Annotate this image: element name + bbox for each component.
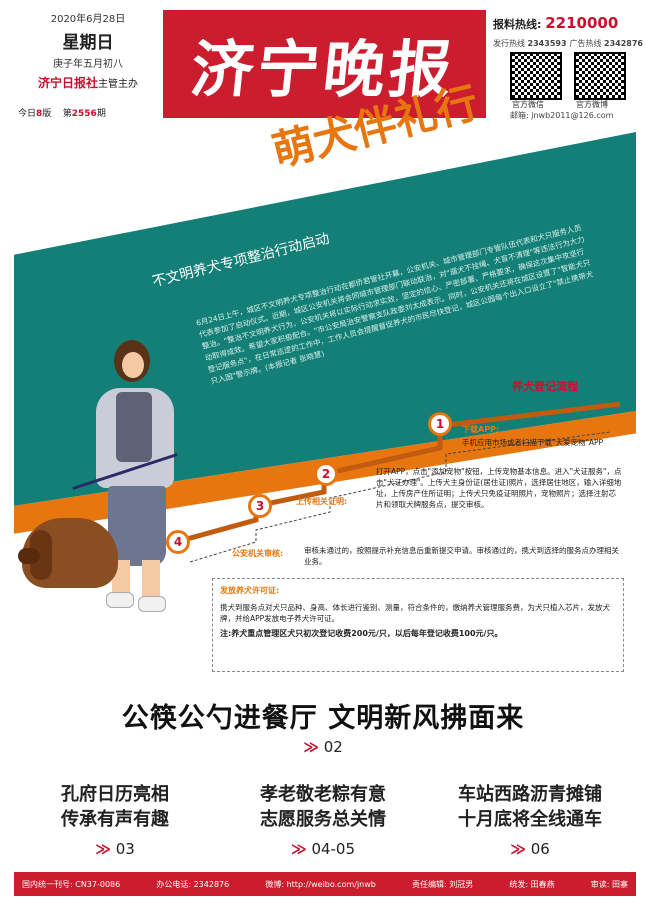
- teaser-3-page-ref[interactable]: ≫ 06: [430, 840, 630, 858]
- step-1-marker: 1: [428, 412, 452, 436]
- step-3-marker: 3: [248, 494, 272, 518]
- phone1: 发行热线 2343593: [493, 38, 567, 49]
- teaser-1-line1: 孔府日历亮相: [61, 784, 169, 805]
- double-arrow-icon: ≫: [95, 840, 111, 858]
- phone2: 广告热线 2342876: [569, 38, 643, 49]
- teaser-3-page: 06: [530, 840, 550, 858]
- edition-count: 8: [36, 109, 43, 119]
- masthead-logo: 济宁晚报: [163, 10, 486, 118]
- edition-info: 今日8版 第2556期: [18, 106, 106, 119]
- weekday: 星期日: [62, 33, 114, 53]
- shoe-left: [106, 592, 134, 608]
- teaser-2-page-ref[interactable]: ≫ 04-05: [223, 840, 423, 858]
- woman-shirt: [116, 392, 152, 462]
- publisher-role: 主管主办: [98, 79, 138, 90]
- teaser-3-line2: 十月底将全线通车: [458, 809, 602, 830]
- step-4-marker: 4: [166, 530, 190, 554]
- footer-bar: 国内统一刊号: CN37-0086 办公电话: 2342876 微博: http…: [14, 872, 636, 896]
- issue-label: 第: [62, 109, 72, 119]
- dog-ear: [30, 530, 52, 580]
- step-2-text: 打开APP，点击"添加宠物"按钮，上传宠物基本信息。进入"犬证服务"，点击"犬证…: [376, 467, 622, 509]
- teaser-1[interactable]: 孔府日历亮相 传承有声有趣: [15, 782, 215, 832]
- footer-weibo[interactable]: 微博: http://weibo.com/jnwb: [265, 879, 376, 889]
- lead-page-ref[interactable]: ≫ 02: [0, 738, 646, 756]
- permit-box: [212, 578, 624, 672]
- phone2-number: 2342876: [604, 39, 643, 48]
- step-4-text: 审核未通过的，按照提示补充信息后重新提交申请。审核通过的，携犬到选择的服务点办理…: [304, 546, 619, 566]
- footer-review: 审读: 田寨: [590, 879, 628, 889]
- process-title: 养犬登记流程: [512, 380, 578, 393]
- qr2-label: 官方微博: [576, 100, 608, 109]
- step-1-text: 手机应用市场或者扫描下载"犬爱宠物"APP: [462, 438, 604, 447]
- footer-editor: 责任编辑: 刘冠男: [412, 879, 474, 889]
- permit-text: 携犬到服务点对犬只品种、身高、体长进行鉴别、测量，符合条件的，缴纳养犬管理服务费…: [220, 603, 610, 623]
- woman-leg-right: [142, 560, 160, 598]
- issue-date: 2020年6月28日: [50, 14, 126, 25]
- fee-note: 注:养犬重点管理区犬只初次登记收费200元/只，以后每年登记收费100元/只。: [220, 629, 503, 638]
- phone2-label: 广告热线: [569, 39, 602, 48]
- qr1-label: 官方微信: [512, 100, 544, 109]
- weibo-qr-icon: [574, 52, 626, 100]
- issue-unit: 期: [96, 109, 106, 119]
- lead-headline[interactable]: 公筷公勺进餐厅 文明新风拂面来: [121, 703, 525, 734]
- shoe-right: [138, 596, 166, 612]
- publisher: 济宁日报社主管主办: [18, 74, 158, 91]
- teaser-1-page: 03: [115, 840, 135, 858]
- double-arrow-icon: ≫: [303, 738, 319, 756]
- teaser-2-page: 04-05: [311, 840, 356, 858]
- edition-unit: 版: [42, 109, 52, 119]
- phone-lines: 发行热线 2343593 广告热线 2342876: [493, 38, 643, 49]
- email: 邮箱: jnwb2011@126.com: [510, 111, 614, 120]
- footer-code: 国内统一刊号: CN37-0086: [22, 879, 121, 889]
- dog-snout: [18, 548, 40, 564]
- lunar-date: 庚子年五月初八: [53, 59, 123, 70]
- teaser-3-line1: 车站西路沥青摊铺: [458, 784, 602, 805]
- teaser-1-page-ref[interactable]: ≫ 03: [15, 840, 215, 858]
- double-arrow-icon: ≫: [510, 840, 526, 858]
- double-arrow-icon: ≫: [290, 840, 307, 858]
- step-1-label: 下载APP:: [462, 425, 500, 434]
- wechat-qr-icon: [510, 52, 562, 100]
- date-block: 2020年6月28日 星期日 庚子年五月初八 济宁日报社主管主办: [18, 10, 158, 91]
- hotline: 报料热线: 2210000: [493, 14, 618, 32]
- phone1-label: 发行热线: [493, 39, 525, 48]
- lead-page-number: 02: [323, 738, 343, 756]
- hotline-number: 2210000: [545, 14, 619, 32]
- phone1-number: 2343593: [527, 39, 567, 48]
- teaser-3[interactable]: 车站西路沥青摊铺 十月底将全线通车: [430, 782, 630, 832]
- teaser-2-line1: 孝老敬老粽有意: [260, 784, 386, 805]
- teaser-1-line2: 传承有声有趣: [61, 809, 169, 830]
- woman-face: [122, 352, 144, 378]
- edition-today-label: 今日: [18, 109, 37, 119]
- footer-proof: 统发: 田春燕: [509, 879, 555, 889]
- issue-number: 2556: [71, 109, 97, 119]
- step-2-marker: 2: [314, 462, 338, 486]
- step-3-label: 上传相关证明:: [296, 497, 348, 506]
- step-4-label: 公安机关审核:: [232, 549, 284, 558]
- publisher-name: 济宁日报社: [37, 76, 98, 90]
- hotline-label: 报料热线:: [493, 18, 542, 31]
- permit-label: 发放养犬许可证:: [220, 586, 280, 595]
- teaser-2-line2: 志愿服务总关情: [260, 809, 386, 830]
- teaser-2[interactable]: 孝老敬老粽有意 志愿服务总关情: [223, 782, 423, 832]
- footer-office: 办公电话: 2342876: [156, 879, 230, 889]
